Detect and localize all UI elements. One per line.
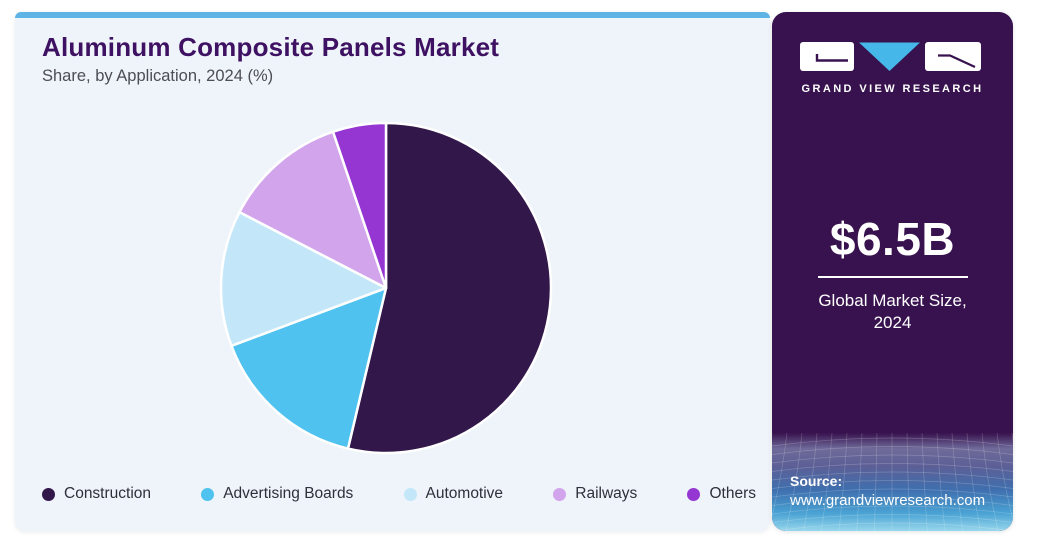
market-size-label-line1: Global Market Size, xyxy=(818,291,967,310)
pie-slice-others[interactable] xyxy=(331,121,388,290)
legend-label: Others xyxy=(709,485,756,502)
legend-dot-automotive xyxy=(403,487,417,501)
legend-item-construction[interactable]: Construction xyxy=(42,485,151,503)
globe-mesh-svg xyxy=(772,433,1013,531)
pie-slice-railways[interactable] xyxy=(238,130,388,290)
legend-item-advertising-boards[interactable]: Advertising Boards xyxy=(201,485,353,503)
gvr-logo xyxy=(799,42,981,71)
brand-name: GRAND VIEW RESEARCH xyxy=(801,83,984,95)
legend-item-railways[interactable]: Railways xyxy=(553,485,637,503)
legend-dot-railways xyxy=(553,487,567,501)
market-size-value: $6.5B xyxy=(829,213,956,265)
logo-g-box xyxy=(799,42,854,71)
market-size-divider xyxy=(817,276,968,278)
chart-card: Aluminum Composite Panels Market Share, … xyxy=(15,12,770,531)
source-label: Source: xyxy=(790,473,843,489)
pie-chart xyxy=(219,121,553,455)
market-size-block: $6.5B Global Market Size, 2024 xyxy=(772,212,1013,335)
logo-r-glyph xyxy=(937,54,975,68)
logo-v-triangle xyxy=(858,42,920,71)
globe-mesh xyxy=(772,433,1013,531)
logo-g-glyph xyxy=(815,54,848,62)
legend: Construction Advertising Boards Automotive… xyxy=(42,485,756,503)
pie-slice-construction[interactable] xyxy=(346,121,553,455)
legend-label: Advertising Boards xyxy=(223,485,354,502)
pie-slice-automotive[interactable] xyxy=(219,210,388,348)
top-accent-bar xyxy=(15,12,770,18)
legend-item-automotive[interactable]: Automotive xyxy=(403,485,504,503)
legend-item-others[interactable]: Others xyxy=(687,485,756,503)
source-url-link[interactable]: www.grandviewresearch.com xyxy=(790,492,986,509)
pie-slice-advertising-boards[interactable] xyxy=(230,286,388,450)
source-block: Source: www.grandviewresearch.com xyxy=(790,473,985,509)
brand-panel: GRAND VIEW RESEARCH $6.5B Global Market … xyxy=(772,12,1013,531)
legend-label: Railways xyxy=(575,485,638,502)
market-size-label-line2: 2024 xyxy=(873,313,912,333)
legend-dot-others xyxy=(687,487,701,501)
legend-dot-advertising-boards xyxy=(201,487,215,501)
legend-label: Construction xyxy=(64,485,152,502)
page-subtitle: Share, by Application, 2024 (%) xyxy=(42,67,274,85)
page-title: Aluminum Composite Panels Market xyxy=(42,32,500,62)
legend-dot-construction xyxy=(42,487,55,501)
legend-label: Automotive xyxy=(425,485,504,502)
